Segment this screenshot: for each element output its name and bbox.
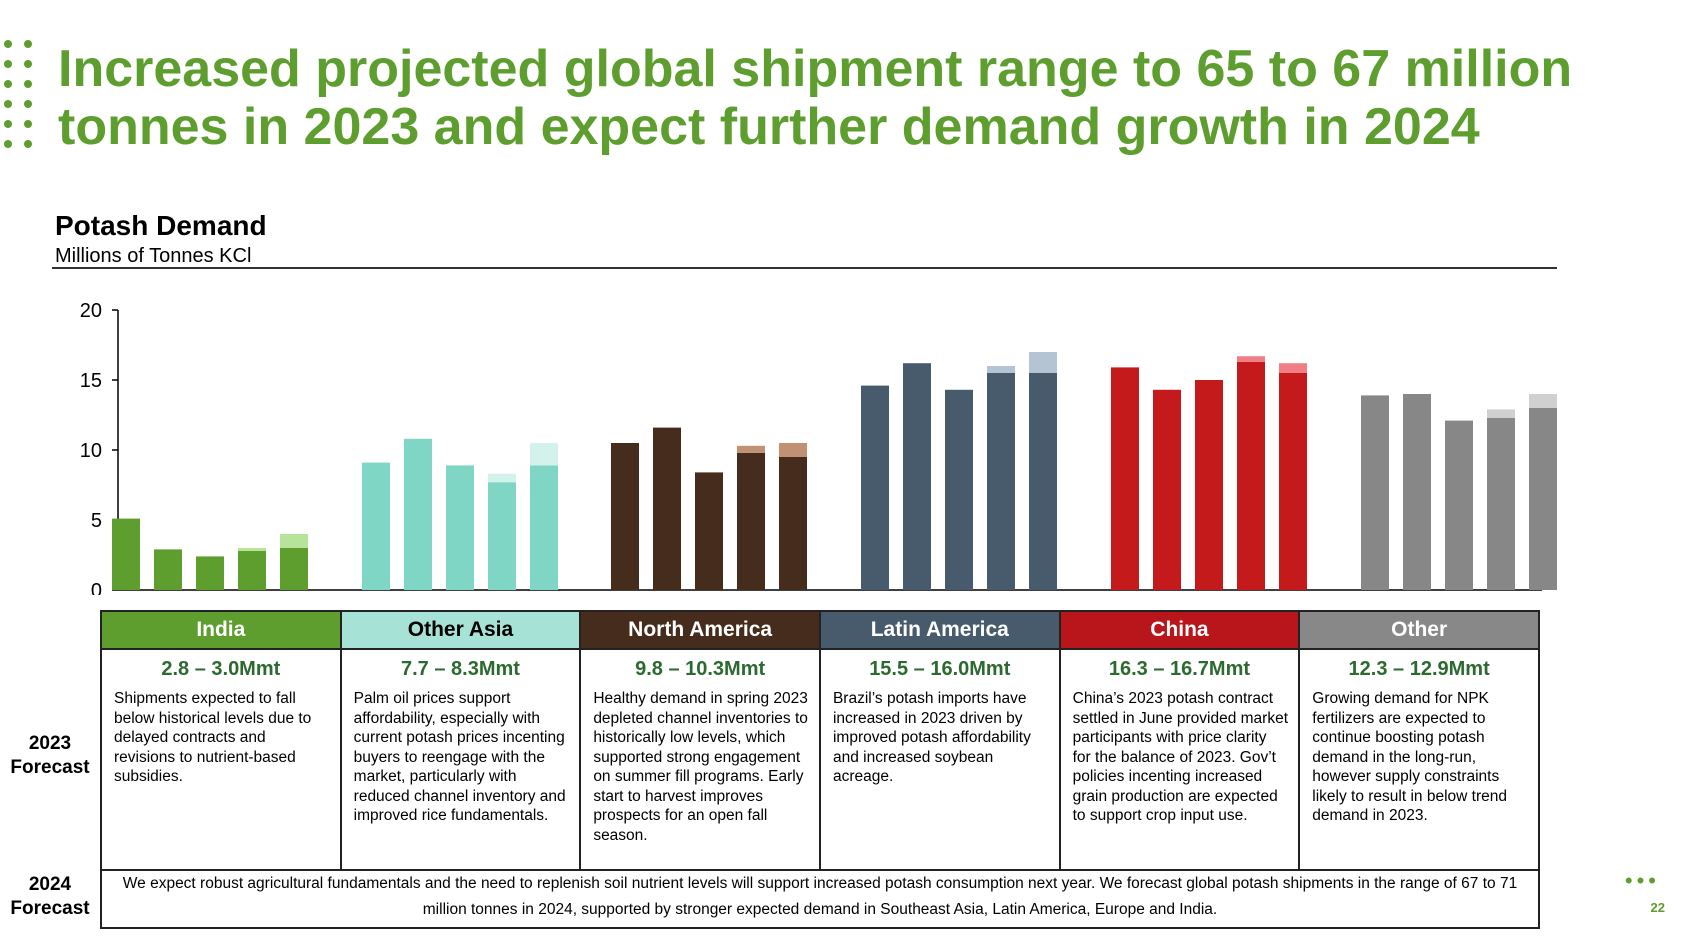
bar	[695, 472, 723, 590]
bar	[196, 556, 224, 590]
range-value: 12.3 – 12.9Mmt	[1348, 658, 1490, 680]
region-cell-other: 12.3 – 12.9Mmt Growing demand for NPK fe…	[1298, 648, 1540, 871]
region-description: Healthy demand in spring 2023 depleted c…	[593, 690, 808, 844]
bar	[861, 385, 889, 590]
bar	[404, 438, 432, 590]
region-header-india: India	[100, 610, 342, 650]
bar-range-extension	[1279, 363, 1307, 373]
region-header-other-asia: Other Asia	[339, 610, 582, 650]
range-value: 2.8 – 3.0Mmt	[161, 658, 281, 680]
forecast-2024-text: We expect robust agricultural fundamenta…	[100, 869, 1540, 929]
region-forecast-table: India Other Asia North America Latin Ame…	[100, 610, 1540, 929]
bar	[446, 465, 474, 590]
bar	[1029, 373, 1057, 590]
region-description: Brazil’s potash imports have increased i…	[832, 690, 1031, 785]
bar-range-extension	[488, 473, 516, 483]
dot-decoration	[24, 40, 32, 48]
bar	[238, 550, 266, 590]
bar	[1195, 380, 1223, 590]
bar	[154, 549, 182, 590]
dots-decoration	[0, 40, 34, 160]
bar	[488, 482, 516, 590]
dot-decoration	[4, 100, 12, 108]
bar	[653, 427, 681, 590]
region-cell-other-asia: 7.7 – 8.3Mmt Palm oil prices support aff…	[339, 648, 582, 871]
page-number: 22	[1650, 900, 1665, 915]
dot-decoration	[24, 80, 32, 88]
bar-range-extension	[238, 548, 266, 551]
bar-range-extension	[737, 445, 765, 453]
chart-title: Potash Demand	[55, 210, 267, 241]
bar	[362, 462, 390, 590]
region-cell-north-america: 9.8 – 10.3Mmt Healthy demand in spring 2…	[579, 648, 821, 871]
chart-subtitle: Millions of Tonnes KCl	[55, 245, 252, 267]
region-header-other: Other	[1298, 610, 1540, 650]
range-value: 15.5 – 16.0Mmt	[869, 658, 1011, 680]
bar	[280, 548, 308, 590]
ellipsis-icon: •••	[1624, 868, 1660, 893]
dot-decoration	[24, 100, 32, 108]
bar	[1529, 408, 1557, 590]
bar-range-extension	[530, 443, 558, 466]
y-tick-label: 15	[80, 370, 102, 392]
dot-decoration	[4, 60, 12, 68]
bar	[1111, 367, 1139, 590]
bar	[611, 443, 639, 590]
bar-range-extension	[1029, 352, 1057, 373]
bar	[987, 373, 1015, 590]
page-title: Increased projected global shipment rang…	[58, 40, 1573, 156]
bar	[1153, 389, 1181, 590]
region-header-latin-america: Latin America	[818, 610, 1061, 650]
bar	[737, 452, 765, 590]
range-value: 9.8 – 10.3Mmt	[635, 658, 766, 680]
bar	[903, 363, 931, 590]
y-tick-label: 20	[80, 300, 102, 322]
bar-range-extension	[987, 366, 1015, 373]
bar	[945, 389, 973, 590]
bar	[1403, 394, 1431, 590]
range-value: 7.7 – 8.3Mmt	[401, 658, 520, 680]
bar-range-extension	[1237, 356, 1265, 362]
dot-decoration	[24, 140, 32, 148]
dot-decoration	[24, 60, 32, 68]
y-tick-label: 5	[91, 510, 102, 532]
potash-demand-chart: 0510152020212223F24F20212223F24F20212223…	[80, 300, 1557, 595]
y-tick-label: 0	[91, 580, 102, 595]
dot-decoration	[24, 120, 32, 128]
region-description: Shipments expected to fall below histori…	[114, 690, 312, 785]
region-description: Palm oil prices support affordability, e…	[353, 690, 566, 824]
bar	[1361, 395, 1389, 590]
bar	[1487, 417, 1515, 590]
bar-range-extension	[280, 534, 308, 548]
row-label-2023: 2023 Forecast	[10, 733, 90, 778]
y-tick-label: 10	[80, 440, 102, 462]
dot-decoration	[4, 80, 12, 88]
divider	[52, 267, 1557, 269]
region-cell-china: 16.3 – 16.7Mmt China’s 2023 potash contr…	[1058, 648, 1301, 871]
dot-decoration	[4, 120, 12, 128]
bar-range-extension	[1487, 409, 1515, 418]
region-cell-latin-america: 15.5 – 16.0Mmt Brazil’s potash imports h…	[818, 648, 1061, 871]
bar	[112, 518, 140, 590]
region-description: China’s 2023 potash contract settled in …	[1072, 690, 1289, 824]
bar	[530, 465, 558, 590]
row-label-2024: 2024 Forecast	[10, 874, 90, 919]
bar	[779, 457, 807, 590]
bar-range-extension	[779, 443, 807, 457]
bar-range-extension	[1529, 394, 1557, 408]
region-header-north-america: North America	[579, 610, 821, 650]
bar	[1445, 420, 1473, 590]
region-description: Growing demand for NPK fertilizers are e…	[1312, 690, 1507, 824]
bar	[1237, 361, 1265, 590]
region-header-china: China	[1058, 610, 1301, 650]
dot-decoration	[4, 40, 12, 48]
dot-decoration	[4, 140, 12, 148]
range-value: 16.3 – 16.7Mmt	[1108, 658, 1251, 680]
region-cell-india: 2.8 – 3.0Mmt Shipments expected to fall …	[100, 648, 342, 871]
bar	[1279, 373, 1307, 590]
